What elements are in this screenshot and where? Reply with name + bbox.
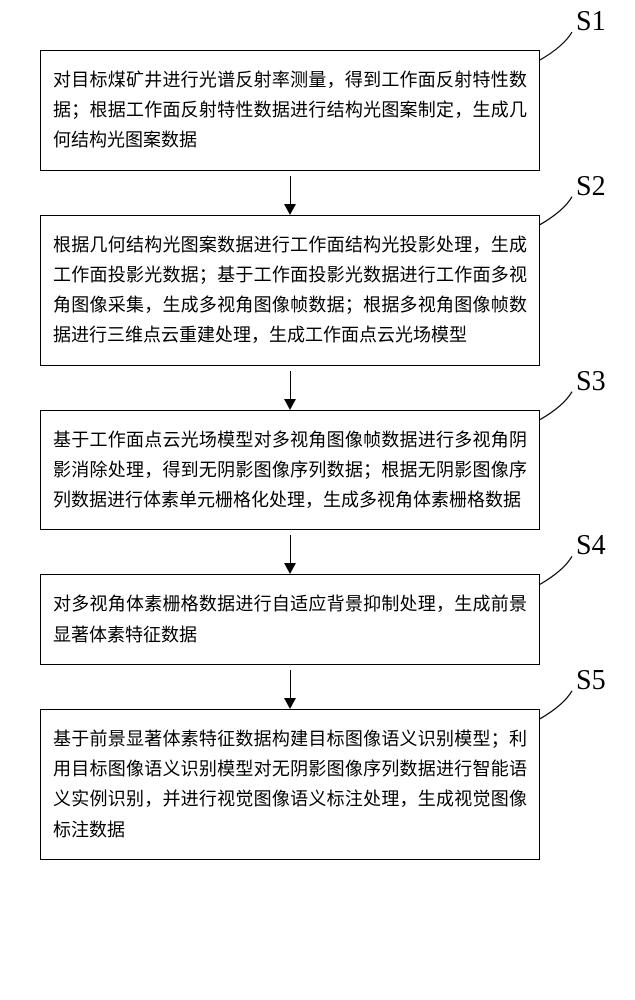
step-box-s4: 对多视角体素栅格数据进行自适应背景抑制处理，生成前景显著体素特征数据 xyxy=(40,574,540,664)
leader-s1 xyxy=(540,32,572,60)
leader-s3 xyxy=(540,392,572,420)
step-label-s5: S5 xyxy=(576,665,606,697)
arrow-head-icon xyxy=(284,563,296,574)
arrow-head-icon xyxy=(284,204,296,215)
arrow-head-icon xyxy=(284,399,296,410)
arrow-s1-s2 xyxy=(40,171,540,215)
arrow-head-icon xyxy=(284,698,296,709)
step-text: 对目标煤矿井进行光谱反射率测量，得到工作面反射特性数据；根据工作面反射特性数据进… xyxy=(53,70,527,150)
arrow-s2-s3 xyxy=(40,366,540,410)
step-text: 基于前景显著体素特征数据构建目标图像语义识别模型；利用目标图像语义识别模型对无阴… xyxy=(53,729,527,840)
step-text: 对多视角体素栅格数据进行自适应背景抑制处理，生成前景显著体素特征数据 xyxy=(53,594,527,644)
step-text: 根据几何结构光图案数据进行工作面结构光投影处理，生成工作面投影光数据；基于工作面… xyxy=(53,235,527,346)
arrow-s3-s4 xyxy=(40,530,540,574)
step-box-s1: 对目标煤矿井进行光谱反射率测量，得到工作面反射特性数据；根据工作面反射特性数据进… xyxy=(40,50,540,171)
leader-s4 xyxy=(540,556,572,584)
step-box-s3: 基于工作面点云光场模型对多视角图像帧数据进行多视角阴影消除处理，得到无阴影图像序… xyxy=(40,410,540,531)
arrow-s4-s5 xyxy=(40,665,540,709)
step-label-s4: S4 xyxy=(576,530,606,562)
step-label-s2: S2 xyxy=(576,171,606,203)
flowchart-container: 对目标煤矿井进行光谱反射率测量，得到工作面反射特性数据；根据工作面反射特性数据进… xyxy=(40,50,540,860)
step-box-s2: 根据几何结构光图案数据进行工作面结构光投影处理，生成工作面投影光数据；基于工作面… xyxy=(40,215,540,366)
step-box-s5: 基于前景显著体素特征数据构建目标图像语义识别模型；利用目标图像语义识别模型对无阴… xyxy=(40,709,540,860)
leader-s2 xyxy=(540,197,572,225)
step-label-s3: S3 xyxy=(576,366,606,398)
step-label-s1: S1 xyxy=(576,6,606,38)
leader-s5 xyxy=(540,691,572,719)
step-text: 基于工作面点云光场模型对多视角图像帧数据进行多视角阴影消除处理，得到无阴影图像序… xyxy=(53,430,527,510)
